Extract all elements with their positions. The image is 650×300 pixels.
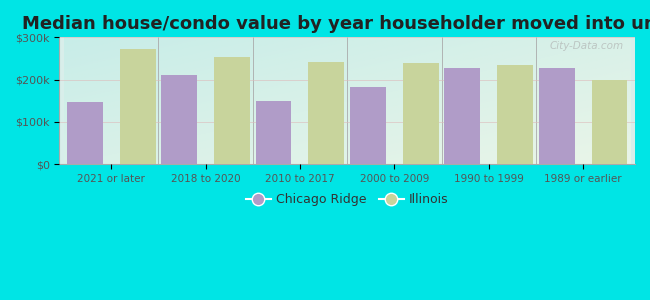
Bar: [161, 75, 197, 164]
Bar: [67, 102, 103, 164]
Bar: [350, 87, 386, 164]
Legend: Chicago Ridge, Illinois: Chicago Ridge, Illinois: [241, 188, 454, 211]
Title: Median house/condo value by year householder moved into unit: Median house/condo value by year househo…: [23, 15, 650, 33]
Bar: [214, 57, 250, 164]
Bar: [255, 101, 291, 164]
Bar: [309, 62, 344, 164]
Bar: [403, 63, 439, 164]
Bar: [592, 80, 627, 164]
Text: City-Data.com: City-Data.com: [549, 41, 623, 51]
Bar: [445, 68, 480, 164]
Bar: [120, 49, 155, 164]
Bar: [539, 68, 575, 164]
Bar: [497, 65, 533, 164]
